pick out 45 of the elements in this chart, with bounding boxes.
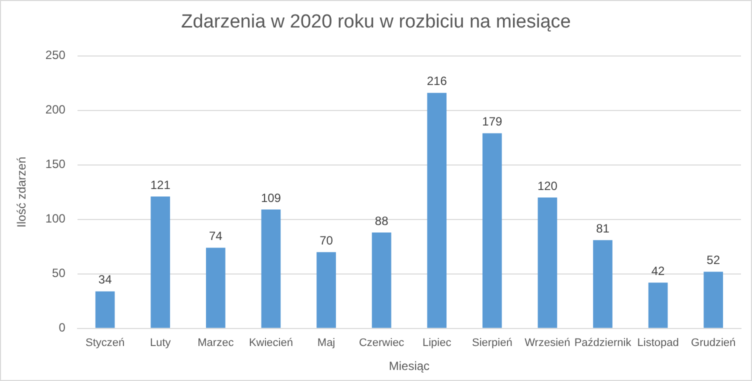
data-label: 88 <box>374 214 389 228</box>
bar <box>150 196 170 328</box>
y-tick-label: 150 <box>45 157 66 172</box>
y-tick-label: 100 <box>45 212 66 226</box>
data-label: 74 <box>208 229 223 244</box>
bar <box>427 92 447 328</box>
x-tick-label: Sierpień <box>472 337 512 350</box>
y-tick-label: 200 <box>45 102 66 117</box>
data-label: 70 <box>320 233 334 248</box>
data-label: 52 <box>706 253 720 268</box>
bar <box>704 272 724 328</box>
y-tick-label: 50 <box>52 266 66 280</box>
y-axis-title: Ilość zdarzeń <box>14 156 29 228</box>
bar <box>316 252 336 328</box>
bar <box>95 291 115 328</box>
x-tick-label: Czerwiec <box>358 337 405 350</box>
x-axis-title: Miesiąc <box>388 359 430 374</box>
x-tick-label: Luty <box>150 337 172 350</box>
data-label: 179 <box>482 114 502 129</box>
x-tick-label: Wrzesień <box>524 337 570 350</box>
bar <box>538 198 558 328</box>
bar <box>372 232 392 328</box>
data-label: 34 <box>98 272 112 287</box>
bar <box>206 248 226 328</box>
bar <box>648 282 668 328</box>
x-tick-label: Październik <box>574 337 632 350</box>
data-label: 121 <box>150 178 171 192</box>
data-label: 81 <box>596 221 610 236</box>
x-tick-label: Maj <box>317 337 336 350</box>
bar <box>261 210 281 328</box>
bar <box>482 133 502 328</box>
y-tick-label: 0 <box>58 320 66 335</box>
y-tick-label: 250 <box>45 48 66 62</box>
data-label: 216 <box>426 74 448 88</box>
x-tick-label: Lipiec <box>422 337 452 350</box>
x-tick-label: Marzec <box>198 337 234 350</box>
x-tick-label: Grudzień <box>691 337 736 350</box>
data-label: 109 <box>260 190 282 205</box>
bar <box>593 240 612 328</box>
x-tick-label: Kwiecień <box>248 337 293 350</box>
data-label: 120 <box>537 178 558 193</box>
chart-title: Zdarzenia w 2020 roku w rozbiciu na miesiące <box>181 12 571 33</box>
x-tick-label: Listopad <box>637 337 679 350</box>
x-tick-label: Styczeń <box>86 337 125 350</box>
data-label: 42 <box>651 264 666 278</box>
